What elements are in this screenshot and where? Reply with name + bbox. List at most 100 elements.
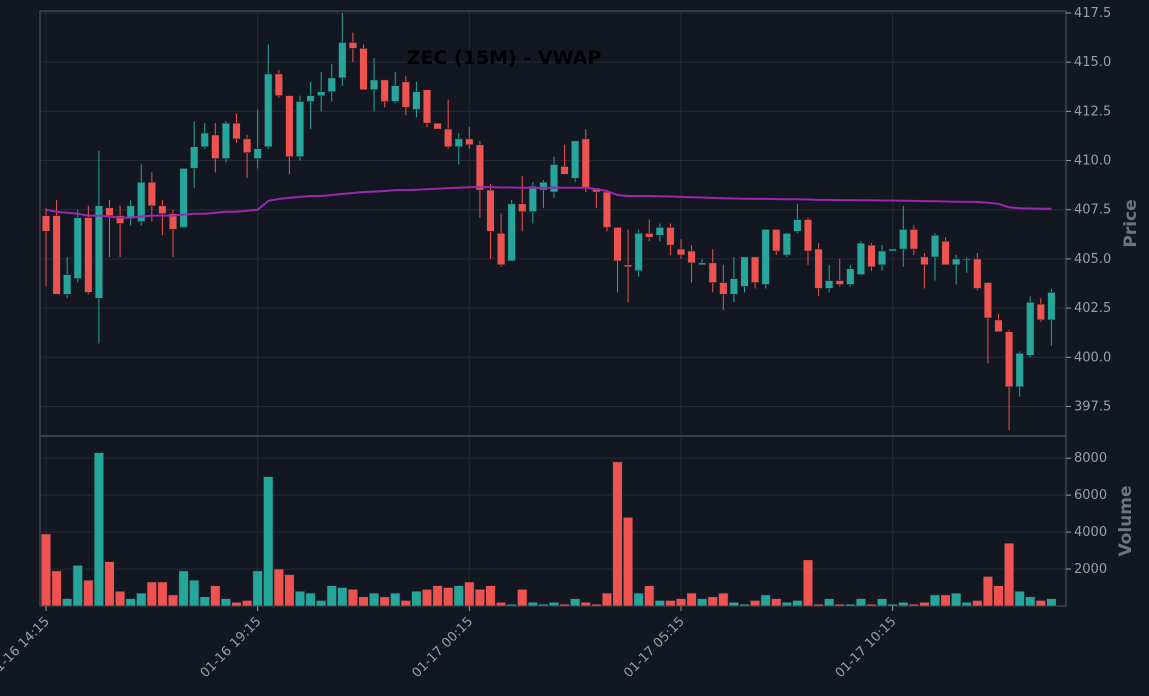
candle [909, 225, 918, 255]
candle [433, 122, 442, 130]
candle-body [782, 233, 791, 256]
candle [623, 229, 633, 303]
candle-body [729, 278, 739, 295]
candle-body [962, 258, 971, 261]
volume-bar [474, 589, 486, 607]
candle-body [1004, 331, 1014, 388]
volume-bar [739, 603, 750, 607]
price-tick-label: 402.5 [1074, 301, 1111, 316]
volume-bar [40, 533, 52, 607]
volume-bar [51, 570, 62, 607]
volume-bar [908, 603, 919, 607]
candle [719, 264, 728, 311]
candle-body [1047, 292, 1056, 321]
candle-body [1026, 301, 1035, 356]
volume-bar [633, 592, 644, 607]
candle-body [1036, 303, 1045, 321]
candle [729, 256, 739, 303]
candle [84, 205, 93, 295]
candle-body [772, 229, 781, 252]
candle-body [63, 274, 72, 295]
candle-body [539, 181, 548, 191]
candle [1047, 288, 1056, 346]
price-tick-label: 397.5 [1074, 399, 1111, 414]
candle-body [750, 256, 760, 283]
volume-bar [263, 476, 274, 607]
candle-body [888, 248, 897, 252]
price-tick-label: 407.5 [1074, 203, 1111, 218]
candle [867, 243, 876, 271]
volume-bar [993, 585, 1004, 607]
candle [1026, 296, 1035, 358]
candle [52, 199, 61, 295]
candle-body [814, 248, 823, 289]
volume-bar [347, 589, 359, 607]
price-tick-label: 412.5 [1074, 104, 1111, 119]
candle [115, 205, 125, 257]
volume-bar [1003, 542, 1015, 607]
candle-body [285, 95, 294, 157]
volume-bar [199, 596, 210, 607]
volume-bar [612, 461, 623, 607]
volume-bar [421, 589, 433, 607]
candle-body [803, 219, 813, 252]
candle [698, 258, 707, 266]
candle [581, 129, 590, 193]
volume-bar [305, 592, 316, 607]
volume-bar [1046, 598, 1057, 607]
volume-bar [591, 603, 602, 607]
volume-bar [390, 592, 401, 607]
candle [549, 156, 559, 198]
volume-bar [601, 592, 613, 607]
volume-bar [517, 589, 528, 607]
time-tick-label: 01-16 19:15 [198, 614, 265, 681]
candle [750, 256, 760, 289]
candles [41, 12, 1056, 431]
candle-body [84, 217, 93, 293]
candle [359, 44, 368, 91]
volume-bar [686, 592, 697, 607]
candle [454, 132, 463, 165]
candle-body [327, 77, 336, 92]
candle-body [623, 264, 633, 268]
volume-bar [72, 565, 83, 607]
candle-body [168, 213, 178, 230]
candle [952, 254, 961, 285]
volume-bar [760, 594, 771, 607]
candle [899, 205, 908, 267]
candle [825, 264, 834, 293]
candle [941, 237, 950, 266]
volume-bar [866, 603, 877, 607]
candle [983, 282, 993, 364]
candle-body [306, 95, 315, 102]
volume-bar [834, 603, 845, 607]
candle-body [602, 191, 612, 228]
candle-body [708, 262, 717, 283]
candle-body [264, 73, 273, 148]
candle-body [740, 256, 749, 287]
candle [444, 99, 453, 149]
volume-bar [728, 602, 740, 607]
candle [772, 229, 781, 255]
candle [740, 256, 749, 293]
candle-body [528, 185, 537, 212]
candle [930, 233, 940, 281]
candle-body [369, 79, 379, 91]
volume-bar [845, 603, 856, 607]
candle-body [973, 258, 982, 289]
volume-bar [898, 602, 909, 607]
volume-bar [559, 603, 570, 607]
candle-body [465, 138, 474, 146]
candle-body [698, 262, 707, 266]
candle [518, 176, 527, 232]
candle-body [496, 233, 506, 266]
grid-lines [40, 11, 1066, 606]
volume-bar [538, 603, 549, 607]
candle-body [793, 219, 802, 232]
candle [253, 109, 262, 169]
candle-body [200, 132, 209, 148]
candle-body [137, 181, 146, 222]
candle-body [232, 122, 241, 140]
candle [1036, 298, 1045, 322]
candle [41, 207, 51, 287]
